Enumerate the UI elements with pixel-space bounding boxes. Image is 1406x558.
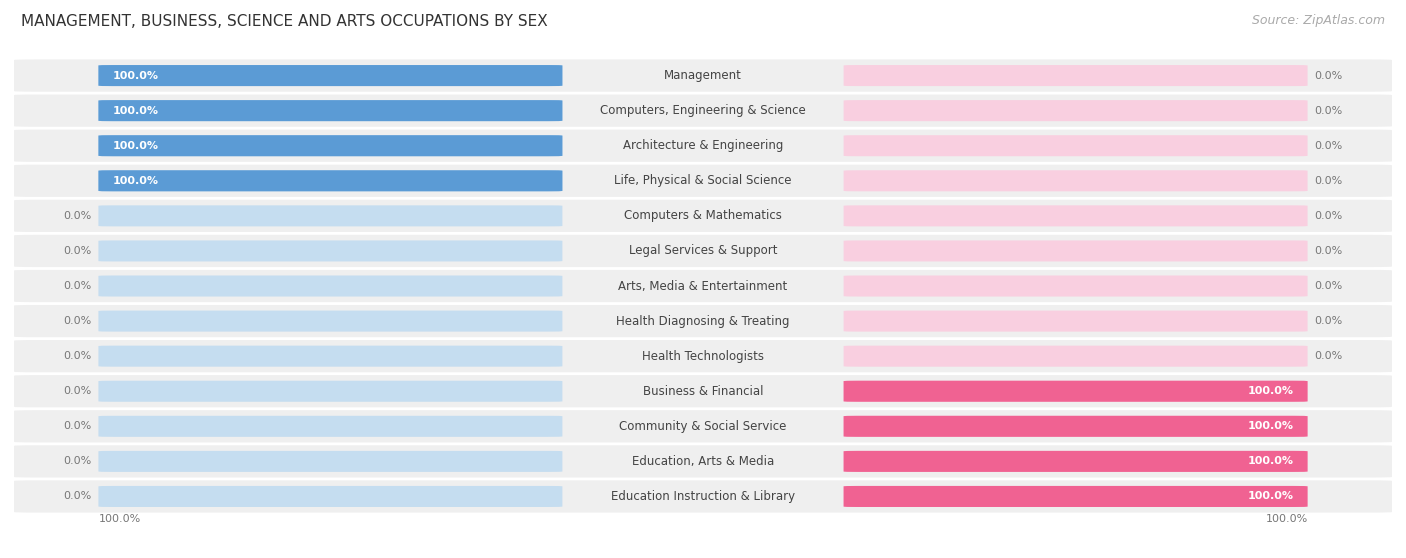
Text: 0.0%: 0.0% [1315,246,1343,256]
FancyBboxPatch shape [14,375,1392,407]
FancyBboxPatch shape [98,416,562,437]
FancyBboxPatch shape [844,205,1308,227]
FancyBboxPatch shape [14,445,1392,478]
FancyBboxPatch shape [844,486,1308,507]
Text: 0.0%: 0.0% [63,351,91,361]
FancyBboxPatch shape [98,100,562,121]
FancyBboxPatch shape [14,340,1392,372]
FancyBboxPatch shape [14,94,1392,127]
Text: 0.0%: 0.0% [63,492,91,502]
FancyBboxPatch shape [14,60,1392,92]
Text: 0.0%: 0.0% [1315,70,1343,80]
FancyBboxPatch shape [14,270,1392,302]
Text: 100.0%: 100.0% [112,70,159,80]
FancyBboxPatch shape [98,486,562,507]
Text: 0.0%: 0.0% [1315,281,1343,291]
FancyBboxPatch shape [844,100,1308,121]
FancyBboxPatch shape [98,65,562,86]
Text: 0.0%: 0.0% [63,211,91,221]
FancyBboxPatch shape [14,410,1392,442]
Text: 100.0%: 100.0% [1247,386,1294,396]
FancyBboxPatch shape [98,65,562,86]
Text: Education Instruction & Library: Education Instruction & Library [612,490,794,503]
Text: 100.0%: 100.0% [1247,421,1294,431]
Text: Computers, Engineering & Science: Computers, Engineering & Science [600,104,806,117]
FancyBboxPatch shape [14,480,1392,513]
FancyBboxPatch shape [844,416,1308,437]
Text: 100.0%: 100.0% [1247,456,1294,466]
Text: 0.0%: 0.0% [1315,351,1343,361]
Text: Business & Financial: Business & Financial [643,384,763,398]
Text: Legal Services & Support: Legal Services & Support [628,244,778,257]
Text: 100.0%: 100.0% [112,176,159,186]
FancyBboxPatch shape [98,170,562,191]
Text: Source: ZipAtlas.com: Source: ZipAtlas.com [1251,14,1385,27]
Text: Health Technologists: Health Technologists [643,350,763,363]
Text: 0.0%: 0.0% [63,246,91,256]
FancyBboxPatch shape [98,345,562,367]
FancyBboxPatch shape [98,381,562,402]
FancyBboxPatch shape [844,416,1308,437]
Text: Life, Physical & Social Science: Life, Physical & Social Science [614,174,792,187]
Text: 100.0%: 100.0% [112,105,159,116]
Text: Computers & Mathematics: Computers & Mathematics [624,209,782,223]
Text: Education, Arts & Media: Education, Arts & Media [631,455,775,468]
Text: 0.0%: 0.0% [63,421,91,431]
FancyBboxPatch shape [14,235,1392,267]
FancyBboxPatch shape [98,205,562,227]
FancyBboxPatch shape [844,486,1308,507]
Text: 0.0%: 0.0% [1315,141,1343,151]
Text: 100.0%: 100.0% [112,141,159,151]
Text: Management: Management [664,69,742,82]
FancyBboxPatch shape [98,135,562,156]
Text: MANAGEMENT, BUSINESS, SCIENCE AND ARTS OCCUPATIONS BY SEX: MANAGEMENT, BUSINESS, SCIENCE AND ARTS O… [21,14,548,29]
FancyBboxPatch shape [14,129,1392,162]
FancyBboxPatch shape [844,240,1308,262]
FancyBboxPatch shape [844,381,1308,402]
FancyBboxPatch shape [844,451,1308,472]
FancyBboxPatch shape [844,451,1308,472]
Text: 100.0%: 100.0% [1247,492,1294,502]
FancyBboxPatch shape [98,170,562,191]
FancyBboxPatch shape [98,135,562,156]
FancyBboxPatch shape [98,311,562,331]
FancyBboxPatch shape [98,100,562,121]
FancyBboxPatch shape [14,200,1392,232]
Text: Health Diagnosing & Treating: Health Diagnosing & Treating [616,315,790,328]
FancyBboxPatch shape [98,451,562,472]
FancyBboxPatch shape [14,305,1392,337]
FancyBboxPatch shape [844,381,1308,402]
FancyBboxPatch shape [844,276,1308,296]
FancyBboxPatch shape [844,311,1308,331]
Text: 100.0%: 100.0% [1265,514,1308,525]
Text: 0.0%: 0.0% [1315,176,1343,186]
Text: 0.0%: 0.0% [63,281,91,291]
FancyBboxPatch shape [844,135,1308,156]
Text: 0.0%: 0.0% [1315,316,1343,326]
FancyBboxPatch shape [98,240,562,262]
Text: 100.0%: 100.0% [98,514,141,525]
FancyBboxPatch shape [844,65,1308,86]
Text: Architecture & Engineering: Architecture & Engineering [623,139,783,152]
FancyBboxPatch shape [844,170,1308,191]
FancyBboxPatch shape [14,165,1392,197]
Text: 0.0%: 0.0% [1315,211,1343,221]
Text: 0.0%: 0.0% [63,456,91,466]
Text: Community & Social Service: Community & Social Service [619,420,787,433]
Text: Arts, Media & Entertainment: Arts, Media & Entertainment [619,280,787,292]
Text: 0.0%: 0.0% [63,386,91,396]
Text: 0.0%: 0.0% [63,316,91,326]
Text: 0.0%: 0.0% [1315,105,1343,116]
FancyBboxPatch shape [98,276,562,296]
FancyBboxPatch shape [844,345,1308,367]
